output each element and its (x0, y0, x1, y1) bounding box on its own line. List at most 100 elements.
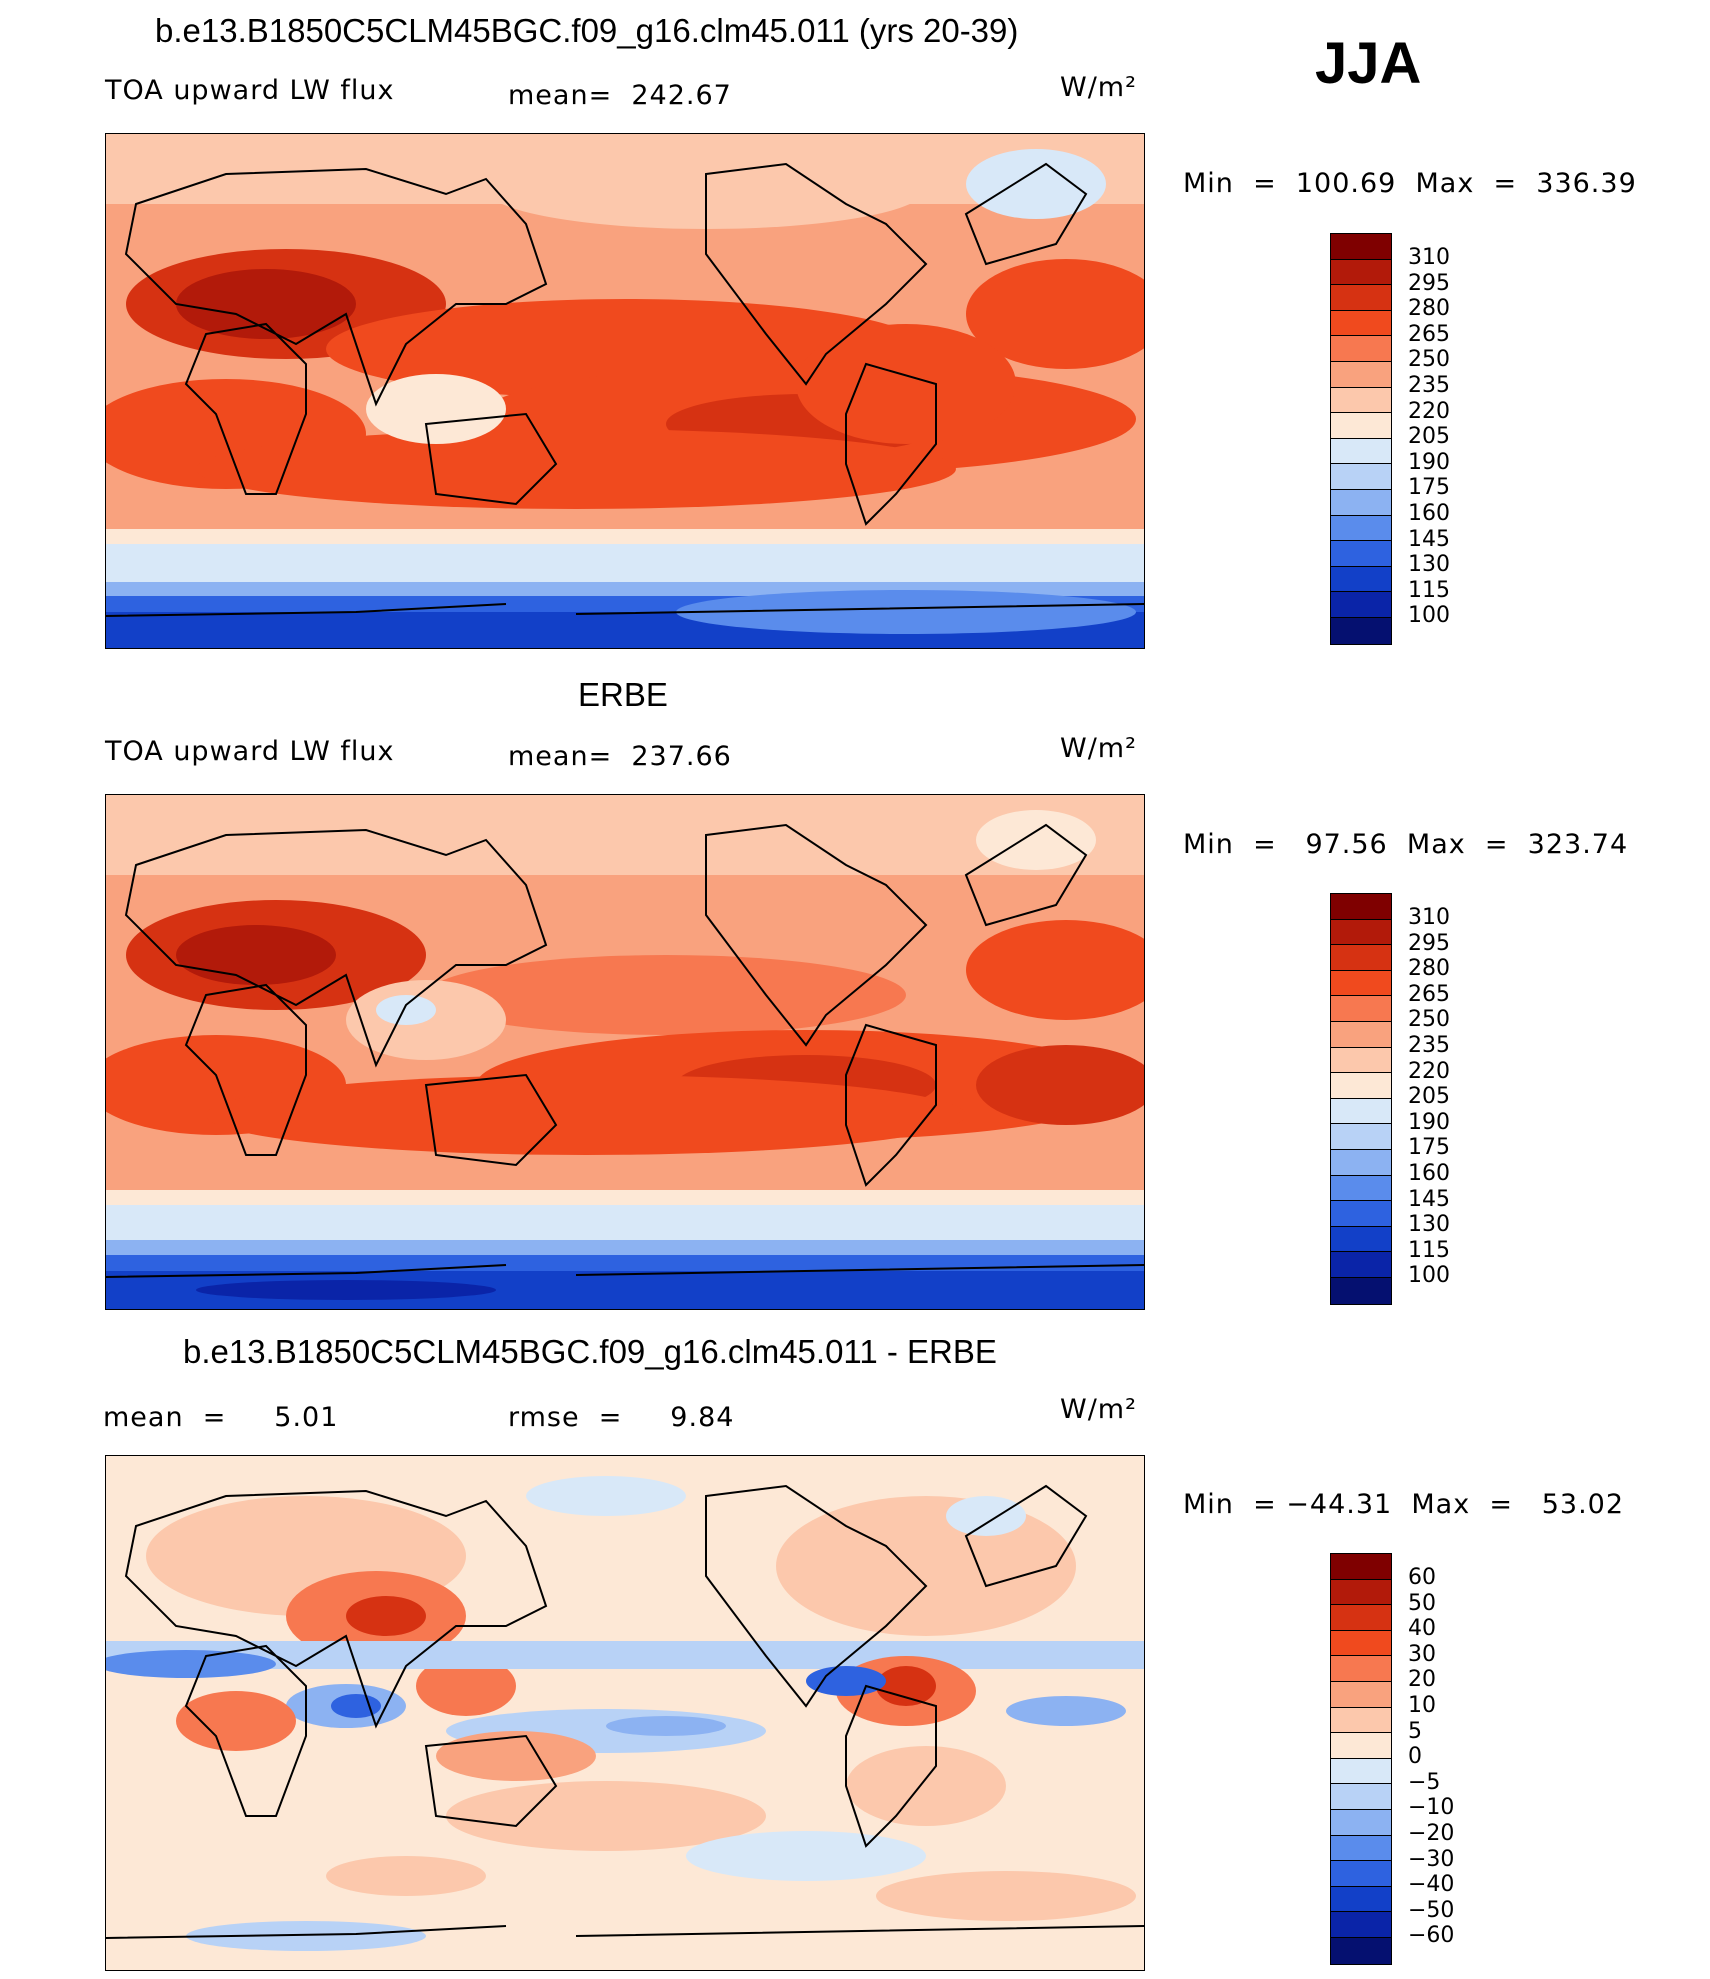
panel2-title: ERBE (578, 676, 668, 713)
panel3-title: b.e13.B1850C5CLM45BGC.f09_g16.clm45.011 … (183, 1333, 997, 1370)
panel1-mean: mean= 242.67 (508, 80, 732, 111)
panel2-mean: mean= 237.66 (508, 741, 732, 772)
panel3-mean: mean = 5.01 (103, 1402, 339, 1433)
panel1-colorbar-swatch (1331, 489, 1391, 516)
panel3-colorbar-swatch (1331, 1656, 1391, 1682)
colorbar-label: 235 (1408, 1033, 1450, 1058)
panel3-colorbar-swatch (1331, 1937, 1391, 1964)
panel2-colorbar-swatch (1331, 919, 1391, 946)
panel3-colorbar-swatch (1331, 1681, 1391, 1708)
panel2-colorbar-swatch (1331, 945, 1391, 971)
panel3-field (106, 1456, 1144, 1970)
panel2-colorbar-swatch (1331, 1047, 1391, 1074)
panel3-colorbar-swatch (1331, 1758, 1391, 1785)
colorbar-label: 175 (1408, 1135, 1450, 1161)
panel2-colorbar-swatch (1331, 970, 1391, 997)
colorbar-label: 175 (1408, 475, 1450, 501)
colorbar-label: 220 (1408, 398, 1450, 424)
colorbar-label: 250 (1408, 347, 1450, 373)
panel3-colorbar-swatch (1331, 1707, 1391, 1734)
panel3-colorbar-swatch (1331, 1809, 1391, 1836)
panel3-colorbar-swatch (1331, 1886, 1391, 1913)
panel1-title: b.e13.B1850C5CLM45BGC.f09_g16.clm45.011 … (155, 12, 1019, 49)
panel2-map (105, 794, 1145, 1310)
colorbar-label: 5 (1408, 1718, 1422, 1744)
panel3-map (105, 1455, 1145, 1971)
panel2-units: W/m² (1060, 733, 1137, 764)
panel2-colorbar-swatch (1331, 1201, 1391, 1227)
panel1-colorbar-swatch (1331, 566, 1391, 593)
panel3-colorbar-swatch (1331, 1835, 1391, 1862)
colorbar-label: 130 (1408, 552, 1450, 578)
colorbar-label: 160 (1408, 1161, 1450, 1186)
panel2-field (106, 795, 1144, 1309)
colorbar-label: 265 (1408, 321, 1450, 347)
panel2-colorbar-swatch (1331, 1021, 1391, 1048)
colorbar-label: 205 (1408, 1084, 1450, 1110)
colorbar-label: 130 (1408, 1212, 1450, 1238)
colorbar-label: 40 (1408, 1616, 1436, 1642)
panel1-minmax: Min = 100.69 Max = 336.39 (1183, 168, 1637, 199)
colorbar-label: 10 (1408, 1693, 1436, 1718)
panel3-colorbar (1330, 1553, 1392, 1965)
colorbar-label: 280 (1408, 956, 1450, 982)
colorbar-label: 160 (1408, 501, 1450, 526)
colorbar-label: 310 (1408, 245, 1450, 270)
colorbar-label: 145 (1408, 1186, 1450, 1212)
colorbar-label: −10 (1408, 1795, 1455, 1821)
panel3-colorbar-swatch (1331, 1605, 1391, 1631)
panel1-colorbar-swatch (1331, 464, 1391, 490)
panel1-colorbar-swatch (1331, 336, 1391, 362)
panel1-colorbar-swatch (1331, 541, 1391, 567)
panel1-colorbar-swatch (1331, 285, 1391, 311)
colorbar-label: 310 (1408, 905, 1450, 930)
colorbar-label: 50 (1408, 1590, 1436, 1616)
panel1-colorbar-swatch (1331, 413, 1391, 439)
panel1-map (105, 133, 1145, 649)
colorbar-label: −50 (1408, 1897, 1455, 1923)
panel3-colorbar-swatch (1331, 1784, 1391, 1810)
panel1-units: W/m² (1060, 72, 1137, 103)
panel1-variable: TOA upward LW flux (105, 75, 395, 106)
colorbar-label: 60 (1408, 1565, 1436, 1590)
colorbar-label: 295 (1408, 930, 1450, 956)
panel1-field (106, 134, 1144, 648)
colorbar-label: 250 (1408, 1007, 1450, 1033)
panel2-colorbar-swatch (1331, 1098, 1391, 1125)
panel2-colorbar-swatch (1331, 1124, 1391, 1150)
colorbar-label: 115 (1408, 577, 1450, 603)
panel3-colorbar-swatch (1331, 1861, 1391, 1887)
panel1-colorbar-swatch (1331, 234, 1391, 260)
colorbar-label: −30 (1408, 1846, 1455, 1872)
colorbar-label: 190 (1408, 449, 1450, 475)
colorbar-label: 0 (1408, 1744, 1422, 1770)
panel1-colorbar-swatch (1331, 361, 1391, 388)
colorbar-label: 265 (1408, 981, 1450, 1007)
panel1-colorbar-swatch (1331, 259, 1391, 286)
colorbar-label: 295 (1408, 270, 1450, 296)
colorbar-label: 100 (1408, 1263, 1450, 1289)
colorbar-label: 115 (1408, 1237, 1450, 1263)
colorbar-label: −40 (1408, 1872, 1455, 1898)
panel3-colorbar-swatch (1331, 1912, 1391, 1938)
panel3-units: W/m² (1060, 1394, 1137, 1425)
panel2-colorbar-swatch (1331, 1226, 1391, 1253)
colorbar-label: 205 (1408, 424, 1450, 450)
panel2-colorbar-swatch (1331, 1149, 1391, 1176)
colorbar-label: 30 (1408, 1641, 1436, 1667)
colorbar-label: −5 (1408, 1769, 1441, 1795)
colorbar-label: 100 (1408, 603, 1450, 629)
panel2-colorbar-swatch (1331, 1073, 1391, 1099)
colorbar-label: 190 (1408, 1109, 1450, 1135)
panel3-colorbar-swatch (1331, 1554, 1391, 1580)
panel2-colorbar-swatch (1331, 1277, 1391, 1304)
panel3-colorbar-swatch (1331, 1630, 1391, 1657)
panel3-rmse: rmse = 9.84 (508, 1402, 735, 1433)
panel2-colorbar-swatch (1331, 1175, 1391, 1202)
panel1-colorbar-swatch (1331, 515, 1391, 542)
colorbar-label: 145 (1408, 526, 1450, 552)
panel2-colorbar-swatch (1331, 1252, 1391, 1278)
panel2-colorbar (1330, 893, 1392, 1305)
season-label: JJA (1315, 31, 1422, 96)
colorbar-label: 280 (1408, 296, 1450, 322)
